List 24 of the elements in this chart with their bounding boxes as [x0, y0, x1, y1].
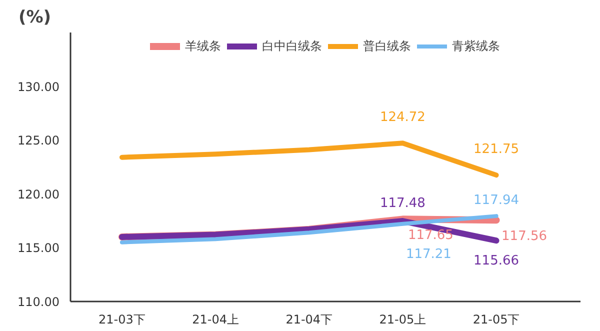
x-tick-label: 21-05上 — [379, 312, 426, 326]
y-tick-label: 120.00 — [18, 187, 60, 202]
legend-label: 羊绒条 — [185, 38, 221, 54]
x-tick-label: 21-04上 — [192, 312, 239, 326]
legend-label: 白中白绒条 — [262, 38, 322, 54]
data-label: 117.21 — [406, 246, 452, 262]
y-tick-label: 130.00 — [18, 80, 60, 94]
legend-label: 普白绒条 — [363, 38, 411, 54]
y-tick-label: 110.00 — [18, 295, 60, 309]
y-tick-label: 125.00 — [18, 134, 60, 148]
data-label: 124.72 — [380, 110, 426, 126]
data-label: 117.94 — [474, 193, 520, 208]
x-tick-label: 21-05下 — [472, 312, 520, 326]
y-tick-label: 115.00 — [18, 241, 60, 256]
data-label: 117.65 — [408, 228, 454, 244]
data-label: 117.48 — [380, 196, 426, 212]
x-tick-label: 21-04下 — [286, 312, 333, 326]
data-label: 115.66 — [474, 254, 520, 269]
y-axis-title: (%) — [18, 8, 52, 28]
legend-label: 青紫绒条 — [452, 38, 500, 54]
data-label: 117.56 — [502, 229, 548, 244]
x-tick-label: 21-03下 — [98, 312, 146, 326]
line-series — [120, 214, 498, 244]
data-label: 121.75 — [474, 142, 520, 158]
